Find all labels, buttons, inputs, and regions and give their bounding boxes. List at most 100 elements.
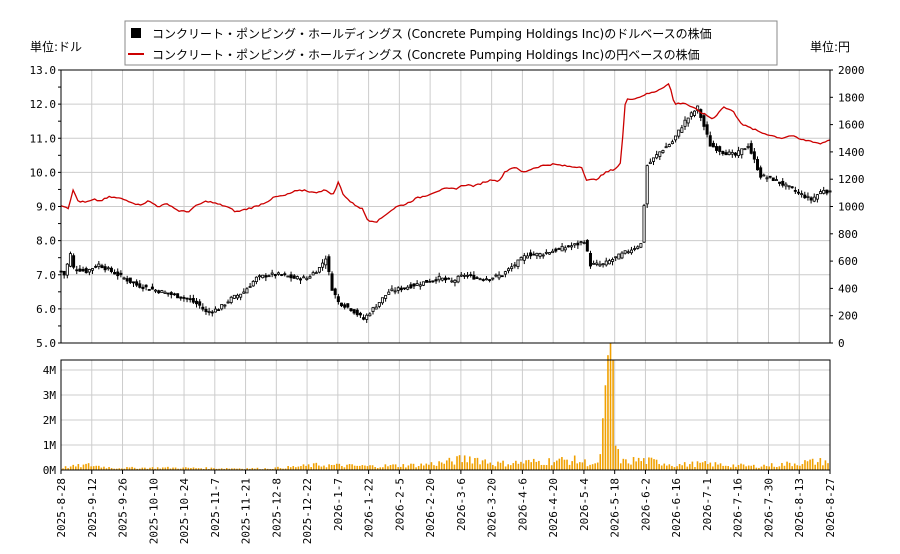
candle-body	[686, 117, 690, 124]
volume-bar	[407, 465, 410, 470]
axes	[58, 69, 833, 474]
candle-body	[333, 288, 337, 296]
candle-body	[428, 280, 432, 283]
volume-bar	[223, 468, 225, 470]
left-tick-label: 5.0	[36, 337, 56, 350]
candle-body	[491, 277, 495, 280]
legend-usd-label: コンクリート・ポンピング・ホールディングス (Concrete Pumping …	[152, 26, 712, 41]
candle-body	[762, 174, 766, 177]
candle-body	[737, 150, 741, 157]
right-tick-label: 800	[838, 228, 858, 241]
volume-bar	[796, 465, 799, 470]
candle-body	[535, 252, 539, 257]
volume-bar	[374, 466, 376, 470]
candle-body	[220, 304, 224, 310]
volume-bar	[284, 468, 287, 470]
candle-body	[242, 291, 246, 294]
candle-body	[387, 291, 391, 295]
candle-body	[355, 309, 359, 316]
volume-bar	[617, 449, 620, 470]
x-date-label: 2025-11-7	[209, 478, 222, 538]
candle-body	[103, 266, 107, 271]
volume-bar	[740, 463, 742, 470]
volume-bar	[402, 464, 405, 470]
candle-body	[248, 286, 252, 288]
volume-bar	[323, 465, 325, 470]
volume-bar	[105, 468, 108, 470]
legend-box	[124, 20, 778, 66]
candle-body	[116, 271, 120, 277]
candle-body	[790, 186, 794, 189]
candle-body	[472, 274, 476, 280]
candle-body	[469, 274, 473, 276]
candle-body	[239, 293, 243, 298]
candle-body	[771, 177, 775, 182]
axis-labels: 5.0 6.0 7.0 8.0 9.0 10.0 11.0 12.0 13.0 0 200 400 60…	[30, 64, 865, 544]
candle-body	[119, 272, 123, 276]
volume-bar	[282, 468, 284, 470]
volume-bar	[90, 466, 92, 470]
candle-body	[308, 276, 312, 279]
volume-bar	[330, 464, 333, 470]
volume-bar	[811, 458, 814, 470]
candle-body	[232, 294, 236, 299]
candle-body	[560, 245, 564, 252]
volume-bar	[512, 463, 515, 470]
volume-bar	[515, 460, 517, 470]
candle-body	[652, 157, 656, 162]
left-tick-label: 9.0	[36, 201, 56, 214]
right-tick-label: 200	[838, 310, 858, 323]
volume-bar	[668, 464, 671, 470]
volume-bar	[82, 464, 85, 470]
volume-bar	[399, 466, 402, 470]
candle-body	[573, 243, 577, 246]
candle-body	[406, 286, 410, 290]
candle-body	[796, 191, 800, 194]
volume-bar	[555, 460, 558, 470]
candle-body	[648, 161, 652, 164]
candle-body	[317, 267, 321, 273]
candle-body	[128, 277, 132, 283]
candle-body	[113, 272, 117, 275]
volume-bar	[696, 461, 699, 470]
volume-bar	[735, 466, 737, 470]
volume-bar	[545, 464, 548, 470]
candle-body	[358, 312, 362, 316]
candle-body	[507, 268, 511, 272]
candle-body	[588, 253, 592, 267]
volume-bar	[85, 463, 87, 470]
volume-bar	[128, 467, 131, 470]
volume-bar	[430, 462, 433, 470]
candle-body	[251, 281, 255, 287]
candle-body	[595, 262, 599, 265]
volume-bar	[445, 460, 448, 470]
volume-bar	[248, 468, 251, 470]
left-tick-label: 13.0	[30, 64, 57, 77]
candle-body	[409, 284, 413, 289]
volume-bar	[494, 466, 497, 470]
candle-body	[645, 165, 649, 205]
candle-body	[418, 284, 422, 287]
candle-body	[346, 303, 350, 308]
volume-frame	[60, 359, 831, 471]
candle-body	[431, 280, 435, 283]
volume-bar	[804, 460, 806, 470]
candle-body	[425, 279, 429, 283]
candle-body	[330, 273, 334, 291]
candle-body	[806, 195, 810, 198]
candle-body	[730, 152, 734, 155]
candle-body	[484, 278, 488, 281]
candle-body	[629, 249, 633, 254]
candle-body	[715, 146, 719, 151]
volume-bar	[428, 464, 430, 470]
volume-bar	[463, 455, 466, 470]
volume-bar	[522, 463, 525, 470]
candle-body	[689, 112, 693, 117]
left-tick-label: 11.0	[30, 132, 57, 145]
candle-body	[141, 286, 145, 290]
candle-body	[554, 248, 558, 252]
volume-bar	[596, 462, 599, 470]
volume-bar	[438, 461, 440, 470]
volume-bar	[394, 464, 397, 470]
volume-bar	[471, 463, 474, 470]
